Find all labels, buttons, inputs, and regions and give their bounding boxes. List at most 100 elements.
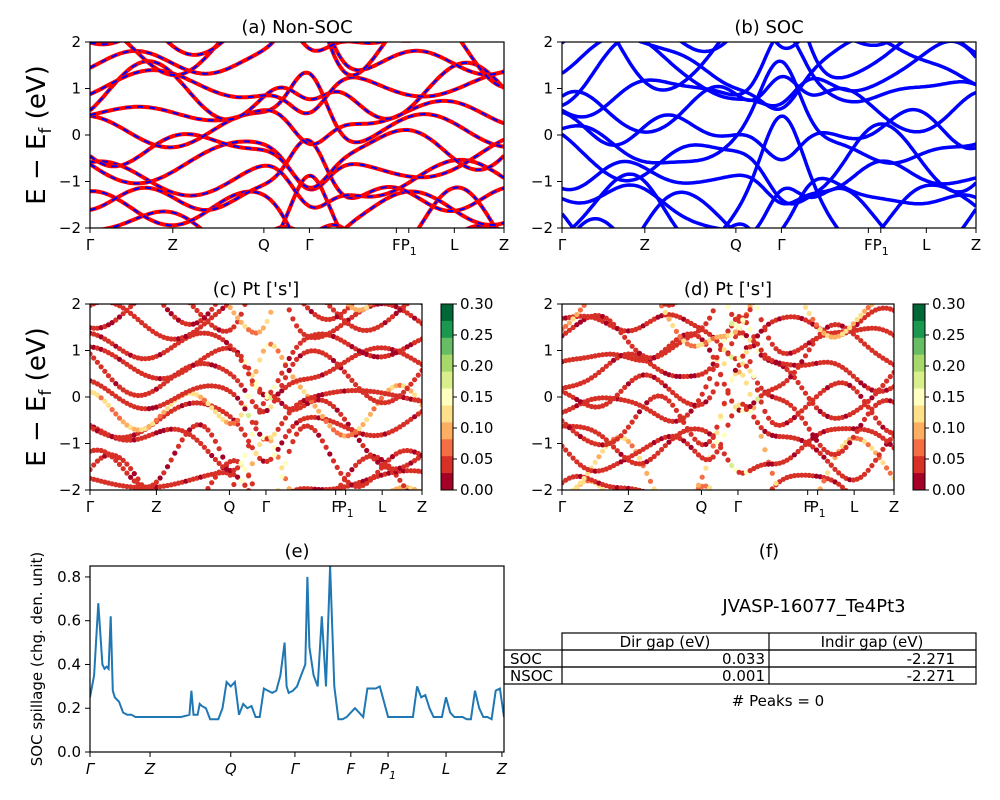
band-point xyxy=(655,253,660,258)
band-point xyxy=(563,447,569,453)
band-point xyxy=(821,245,826,250)
band-point xyxy=(305,305,311,311)
band-point xyxy=(294,356,300,362)
band-point xyxy=(611,444,617,450)
band-point xyxy=(754,305,761,311)
band-point xyxy=(353,429,359,435)
band-point xyxy=(641,271,646,276)
band-point xyxy=(378,322,384,328)
band-point xyxy=(559,267,564,272)
band-point xyxy=(607,126,612,131)
band-point xyxy=(607,210,612,215)
xtick-label: Γ xyxy=(558,236,567,254)
xtick-label: Γ xyxy=(734,498,743,516)
band-point xyxy=(777,273,782,278)
band-point xyxy=(814,166,819,171)
band-point xyxy=(283,260,288,265)
band-point xyxy=(320,296,325,301)
band-point xyxy=(703,151,708,156)
band-point xyxy=(858,422,864,428)
band-point xyxy=(113,343,119,349)
band-point xyxy=(179,437,185,443)
band-point xyxy=(109,341,115,347)
band-point xyxy=(829,497,834,502)
band-point xyxy=(563,179,568,184)
band-point xyxy=(622,454,628,461)
band-point xyxy=(692,270,697,275)
band-point xyxy=(571,238,576,243)
band-point xyxy=(711,264,716,269)
band-point xyxy=(401,220,406,225)
band-point xyxy=(611,277,616,282)
band-point xyxy=(807,281,812,286)
band-point xyxy=(220,209,225,214)
band-point xyxy=(832,466,838,472)
band-point xyxy=(625,381,632,387)
band-point xyxy=(791,406,798,412)
band-point xyxy=(751,338,757,344)
band-point xyxy=(880,133,885,138)
band-point xyxy=(231,391,237,398)
band-point xyxy=(711,172,716,177)
band-point xyxy=(888,184,893,189)
band-point xyxy=(120,387,126,393)
band-point xyxy=(102,398,108,404)
band-point xyxy=(747,403,753,410)
band-point xyxy=(113,297,118,302)
band-point xyxy=(158,262,163,267)
band-point xyxy=(670,238,675,243)
band-point xyxy=(570,455,576,461)
band-point xyxy=(607,279,612,284)
band-point xyxy=(132,275,137,280)
band-point xyxy=(603,363,609,369)
band-point xyxy=(242,466,248,472)
band-point xyxy=(884,521,889,526)
band-point xyxy=(740,556,745,561)
band-point xyxy=(360,513,365,518)
band-point xyxy=(802,304,809,310)
band-point xyxy=(795,448,801,455)
band-point xyxy=(655,377,661,383)
band-point xyxy=(113,277,118,282)
band-point xyxy=(412,293,417,298)
band-point xyxy=(711,158,716,163)
band-point xyxy=(161,381,167,387)
band-point xyxy=(283,263,288,268)
band-point xyxy=(589,229,594,234)
band-point xyxy=(294,240,299,245)
band-point xyxy=(397,215,402,220)
band-point xyxy=(836,195,841,200)
band-point xyxy=(246,438,252,444)
band-point xyxy=(375,469,381,475)
band-point xyxy=(224,236,229,241)
band-point xyxy=(578,179,583,184)
band-point xyxy=(386,317,392,323)
band-point xyxy=(268,185,273,190)
band-line-dashed xyxy=(90,42,504,76)
band-point xyxy=(777,218,782,223)
band-point xyxy=(198,252,203,257)
band-point xyxy=(331,231,336,236)
band-point xyxy=(238,357,244,363)
band-point xyxy=(603,351,609,357)
band-point xyxy=(888,293,893,298)
band-point xyxy=(250,523,255,528)
band-line-dashed xyxy=(124,42,504,88)
band-point xyxy=(766,415,772,421)
band-point xyxy=(873,457,879,463)
band-point xyxy=(796,237,801,242)
band-point xyxy=(249,445,255,451)
band-point xyxy=(379,206,384,211)
band-point xyxy=(231,467,237,473)
band-point xyxy=(866,144,871,149)
colorbar-segment xyxy=(913,439,925,457)
band-point xyxy=(371,406,377,412)
band-point xyxy=(212,456,218,463)
band-point xyxy=(235,230,240,235)
band-point xyxy=(877,522,882,527)
band-point xyxy=(187,431,193,437)
band-point xyxy=(131,471,137,477)
band-point xyxy=(821,359,827,365)
band-point xyxy=(696,262,701,267)
band-point xyxy=(205,485,211,490)
